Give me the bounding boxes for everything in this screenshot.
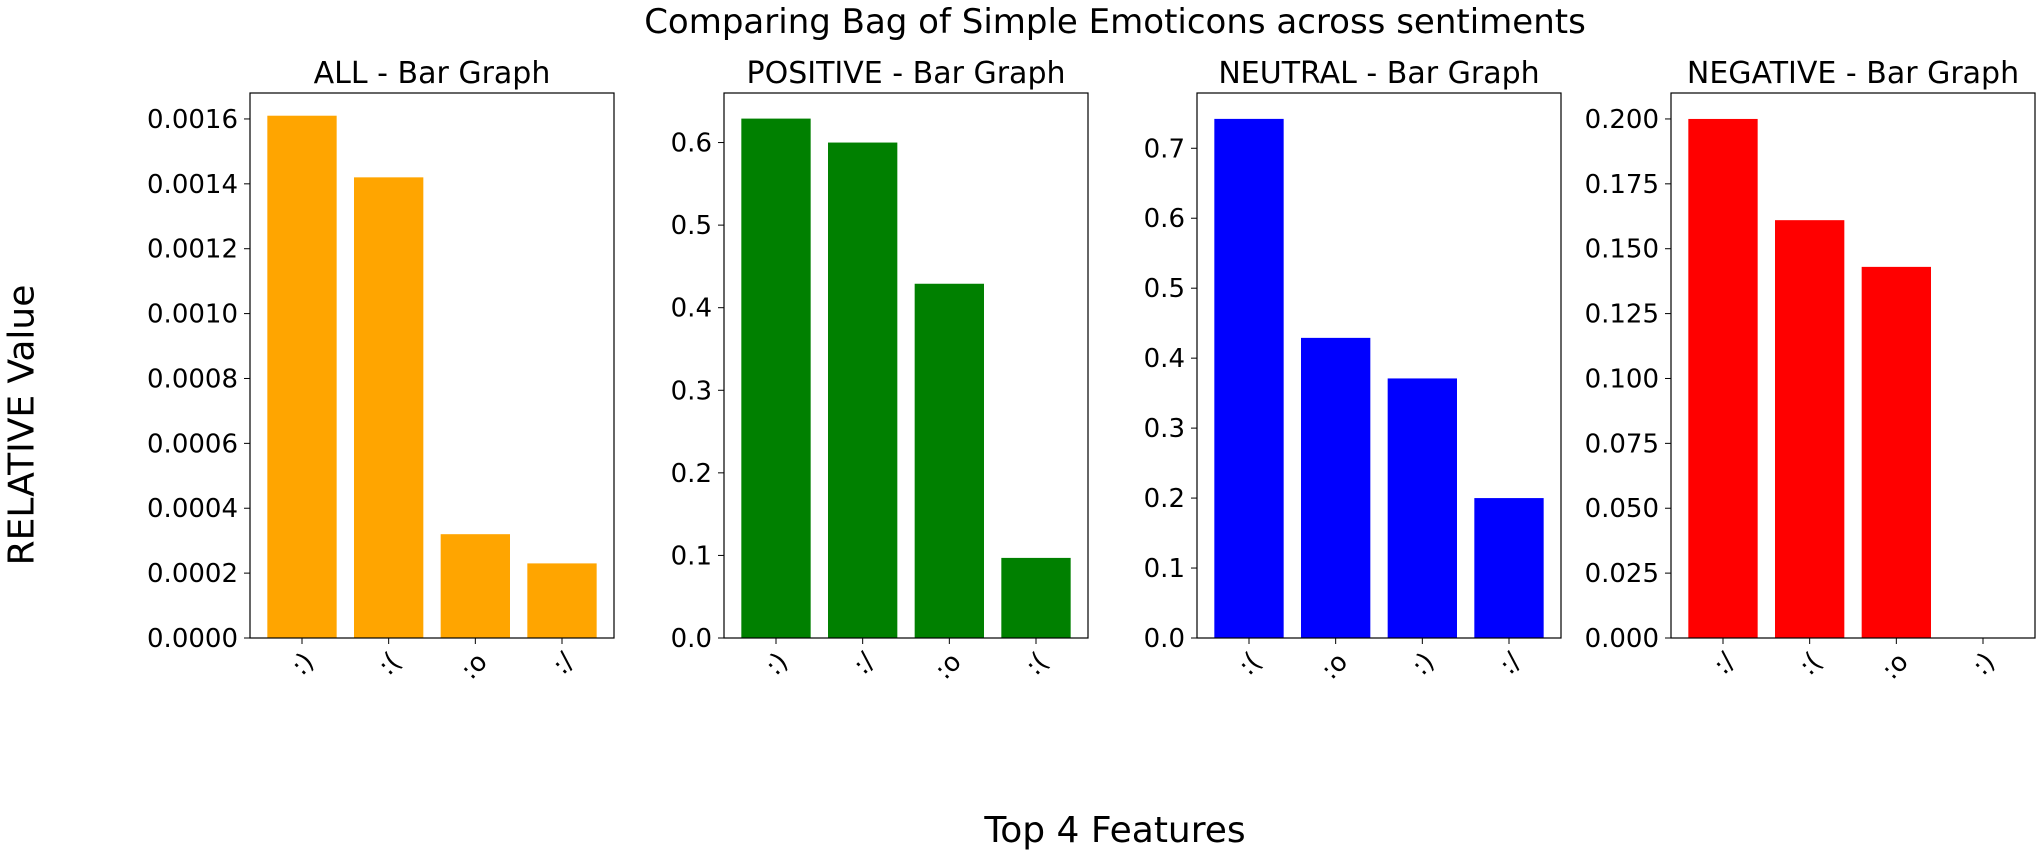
bar	[440, 534, 510, 638]
x-axis-label: Top 4 Features	[984, 810, 1246, 851]
axes-frame	[249, 92, 615, 639]
y-tick-label: 0.050	[1585, 494, 1659, 524]
y-tick-label: 0.5	[671, 211, 712, 241]
x-tick-label: :o	[1315, 647, 1354, 686]
subplot-title: NEUTRAL - Bar Graph	[1218, 56, 1539, 91]
bar	[354, 177, 424, 638]
y-tick-label: 0.6	[671, 129, 712, 159]
x-tick-label: :/	[1494, 647, 1528, 681]
subplot-3: NEUTRAL - Bar Graph :( :o:) :/ 0.0 0.1 0.2 0.3 0…	[1144, 56, 1562, 686]
y-tick-label: 0.3	[671, 376, 712, 406]
axes-frame	[1670, 92, 2036, 639]
bar	[1775, 220, 1845, 639]
y-tick-label: 0.0006	[147, 429, 238, 459]
y-tick-label: 0.0010	[147, 300, 238, 330]
y-tick-label: 0.0014	[147, 170, 238, 200]
y-tick-label: 0.100	[1585, 364, 1659, 394]
y-tick-label: 0.0002	[147, 559, 238, 589]
bar	[914, 283, 984, 638]
subplot-4: NEGATIVE - Bar Graph :/ :( :o:) 0.000 0.025 0.…	[1585, 56, 2036, 686]
x-tick-label: :/	[1708, 647, 1742, 681]
y-tick-label: 0.7	[1144, 134, 1185, 164]
y-tick-label: 0.0000	[147, 624, 238, 654]
y-tick-label: 0.5	[1144, 274, 1185, 304]
bar	[527, 563, 597, 638]
y-tick-label: 0.3	[1144, 414, 1185, 444]
bar	[828, 142, 898, 639]
y-tick-label: 0.0016	[147, 105, 238, 135]
bar	[267, 115, 337, 638]
bar	[1387, 378, 1457, 638]
subplot-title: ALL - Bar Graph	[314, 56, 551, 91]
x-tick-label: :o	[929, 647, 968, 686]
x-tick-label: :(	[1793, 647, 1828, 682]
x-tick-label: :/	[547, 647, 581, 681]
y-tick-label: 0.2	[671, 459, 712, 489]
y-tick-label: 0.025	[1585, 559, 1659, 589]
x-tick-label: :)	[1967, 647, 2002, 682]
x-tick-label: :/	[847, 647, 881, 681]
bar	[1474, 498, 1544, 638]
y-tick-label: 0.2	[1144, 484, 1185, 514]
y-tick-label: 0.0004	[147, 494, 238, 524]
x-tick-label: :(	[1020, 647, 1055, 682]
subplot-title: NEGATIVE - Bar Graph	[1687, 56, 2019, 91]
y-tick-label: 0.0	[671, 624, 712, 654]
axes-frame	[1196, 92, 1562, 639]
y-tick-label: 0.150	[1585, 235, 1659, 265]
y-tick-label: 0.6	[1144, 204, 1185, 234]
subplot-2: POSITIVE - Bar Graph:) :/ :o :( 0.0 0.1 0.2 0.3…	[671, 56, 1089, 686]
x-tick-label: :)	[286, 647, 321, 682]
y-tick-label: 0.200	[1585, 105, 1659, 135]
x-tick-label: :)	[760, 647, 795, 682]
x-tick-label: :o	[1876, 647, 1915, 686]
bar	[1861, 266, 1931, 638]
x-tick-label: :(	[1233, 647, 1268, 682]
y-tick-label: 0.125	[1585, 300, 1659, 330]
figure-title: Comparing Bag of Simple Emoticons across…	[644, 2, 1586, 42]
y-tick-label: 0.075	[1585, 429, 1659, 459]
bar	[1301, 337, 1371, 638]
y-tick-label: 0.000	[1585, 624, 1659, 654]
bar	[1001, 557, 1071, 638]
y-tick-label: 0.1	[1144, 554, 1185, 584]
bar	[1688, 118, 1758, 638]
y-tick-label: 0.175	[1585, 170, 1659, 200]
y-tick-label: 0.0	[1144, 624, 1185, 654]
bar	[1214, 118, 1284, 638]
y-tick-label: 0.4	[1144, 344, 1185, 374]
y-tick-label: 0.0012	[147, 235, 238, 265]
y-tick-label: 0.4	[671, 294, 712, 324]
subplot-1: ALL - Bar Graph:) :( :o :/ 0.0000 0.0002 0.000…	[147, 56, 615, 686]
x-tick-label: :o	[455, 647, 494, 686]
subplot-title: POSITIVE - Bar Graph	[747, 56, 1066, 91]
y-tick-label: 0.1	[671, 541, 712, 571]
axes-frame	[723, 92, 1089, 639]
bar	[741, 118, 811, 639]
x-tick-label: :)	[1406, 647, 1441, 682]
x-tick-label: :(	[372, 647, 407, 682]
y-tick-label: 0.0008	[147, 364, 238, 394]
